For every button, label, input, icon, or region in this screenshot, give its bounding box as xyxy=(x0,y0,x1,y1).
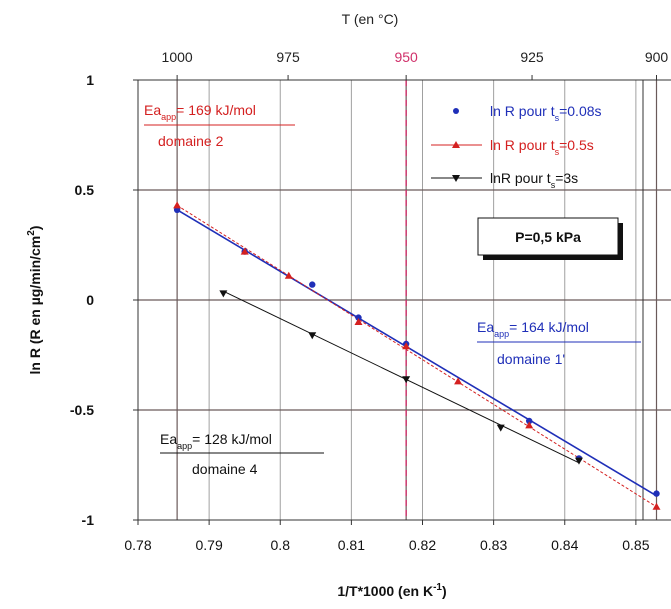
y-tick-label: 1 xyxy=(86,72,94,88)
data-point-triangle-down xyxy=(308,332,317,340)
legend-label: lnR pour ts=3s xyxy=(490,170,578,190)
annotation-domain-label: domaine 2 xyxy=(158,133,224,149)
data-points xyxy=(173,201,661,510)
legend-item-2: lnR pour ts=3s xyxy=(431,170,578,190)
x-tick-label: 0.82 xyxy=(409,537,436,553)
x-tick-label: 0.78 xyxy=(124,537,151,553)
legend-label: ln R pour ts=0.5s xyxy=(490,137,594,157)
data-point-circle xyxy=(355,314,362,321)
x-tick-label: 0.83 xyxy=(480,537,507,553)
data-point-triangle-up xyxy=(354,318,363,325)
data-point-triangle-down xyxy=(402,376,411,384)
data-point-triangle-up xyxy=(402,342,411,350)
top-axis-ticks: 1000 975 950 925 900 xyxy=(162,49,669,80)
data-point-triangle-down xyxy=(574,457,583,465)
legend: ln R pour ts=0.08s ln R pour ts=0.5s lnR… xyxy=(431,103,602,190)
fit-line-series-2 xyxy=(223,290,580,464)
pressure-box-label: P=0,5 kPa xyxy=(515,229,581,245)
x-tick-label: 0.81 xyxy=(338,537,365,553)
y-tick-label: -0.5 xyxy=(70,402,94,418)
x-axis-ticks: 0.780.790.80.810.820.830.840.850.86 xyxy=(124,520,650,553)
fit-line-series-0 xyxy=(176,209,657,497)
annotation-domain-label: domaine 4 xyxy=(192,461,258,477)
annotation-domain-label: domaine 1' xyxy=(497,351,565,367)
data-point-triangle-up xyxy=(525,421,534,429)
annotation-domaine-4: Eaapp= 128 kJ/mol domaine 4 xyxy=(160,431,324,477)
top-tick-label: 1000 xyxy=(162,49,193,65)
legend-marker-triangle-up xyxy=(452,141,460,148)
pressure-box: P=0,5 kPa xyxy=(477,217,623,260)
data-point-triangle-down xyxy=(219,290,228,298)
top-tick-label: 900 xyxy=(645,49,669,65)
data-point-triangle-up xyxy=(240,247,249,255)
y-tick-label: 0 xyxy=(86,292,94,308)
y-tick-label: -1 xyxy=(82,512,95,528)
data-point-triangle-up xyxy=(652,502,661,510)
top-tick-label: 925 xyxy=(520,49,544,65)
data-point-triangle-up xyxy=(454,377,463,385)
x-tick-label: 0.79 xyxy=(196,537,223,553)
data-point-circle xyxy=(309,281,316,288)
legend-label: ln R pour ts=0.08s xyxy=(490,103,602,123)
x-axis-label: 1/T*1000 (en K-1) xyxy=(337,582,446,599)
annotation-domaine-1: Eaapp= 164 kJ/mol domaine 1' xyxy=(477,319,641,367)
top-axis-label: T (en °C) xyxy=(342,11,399,27)
annotation-ea-label: Eaapp= 169 kJ/mol xyxy=(144,102,256,122)
annotation-domaine-2: Eaapp= 169 kJ/mol domaine 2 xyxy=(144,102,295,149)
legend-marker-triangle-down xyxy=(452,175,460,182)
annotation-ea-label: Eaapp= 164 kJ/mol xyxy=(477,319,589,339)
legend-item-0: ln R pour ts=0.08s xyxy=(453,103,602,123)
y-tick-label: 0.5 xyxy=(75,182,95,198)
pressure-box-frame xyxy=(477,217,619,256)
x-tick-label: 0.8 xyxy=(271,537,291,553)
data-point-triangle-up xyxy=(284,271,293,279)
data-point-circle xyxy=(653,490,660,497)
legend-marker-circle xyxy=(453,108,459,114)
data-point-circle xyxy=(525,417,533,425)
y-axis-label: ln R (R en µg/min/cm2) xyxy=(26,226,43,375)
data-point-triangle-down xyxy=(496,424,505,432)
annotation-ea-label: Eaapp= 128 kJ/mol xyxy=(160,431,272,451)
data-point-triangle-up xyxy=(173,201,182,209)
y-axis-ticks: -1 -0.5 0 0.5 1 xyxy=(70,72,138,528)
legend-item-1: ln R pour ts=0.5s xyxy=(431,137,594,157)
top-tick-label: 975 xyxy=(276,49,300,65)
top-tick-label: 950 xyxy=(394,49,418,65)
x-tick-label: 0.84 xyxy=(551,537,578,553)
x-tick-label: 0.85 xyxy=(622,537,649,553)
